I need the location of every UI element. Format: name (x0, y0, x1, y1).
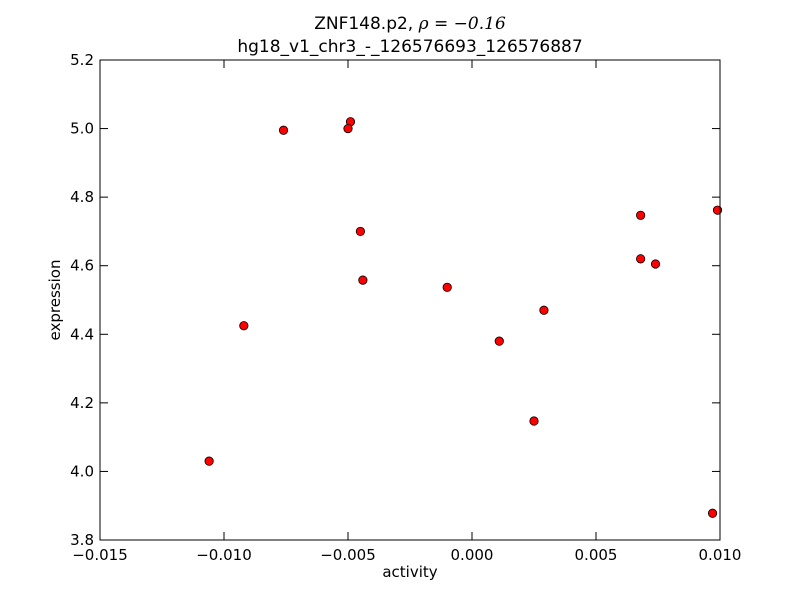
data-point (343, 123, 353, 134)
chart-title-prefix: ZNF148.p2, (314, 14, 418, 34)
x-axis-label: activity (382, 563, 437, 581)
data-points (204, 117, 723, 518)
data-point (358, 275, 368, 285)
x-tick-label: 0.005 (575, 546, 618, 564)
data-point (239, 321, 249, 331)
x-tick-label: 0.000 (451, 546, 494, 564)
data-point (529, 416, 539, 426)
data-point (204, 456, 214, 466)
y-tick-label: 3.8 (70, 531, 94, 549)
chart-title-line1: ZNF148.p2, ρ = −0.16 (314, 14, 506, 34)
x-tick-label: −0.010 (196, 546, 252, 564)
plot-frame (99, 59, 721, 541)
data-point (650, 259, 661, 269)
y-tick-label: 4.8 (70, 188, 94, 206)
chart-title-line2: hg18_v1_chr3_-_126576693_126576887 (237, 37, 582, 57)
y-tick-label: 4.4 (70, 325, 94, 343)
data-point (355, 226, 365, 237)
y-tick-label: 4.2 (70, 394, 94, 412)
axis-ticks: −0.015 −0.010 −0.005 0.000 0.005 0.010 3.8 4.0 4… (70, 51, 741, 564)
data-point (442, 282, 452, 292)
y-tick-label: 4.0 (70, 462, 94, 480)
x-tick-label: 0.010 (699, 546, 742, 564)
y-tick-label: 4.6 (70, 257, 94, 275)
data-point (539, 305, 549, 315)
data-point (636, 254, 646, 264)
y-tick-label: 5.0 (70, 120, 94, 138)
data-point (494, 336, 504, 346)
data-point (707, 508, 718, 518)
data-point (278, 125, 289, 135)
x-tick-label: −0.005 (320, 546, 376, 564)
chart-title-stat: ρ = −0.16 (418, 14, 506, 34)
y-tick-label: 5.2 (70, 51, 94, 69)
x-tick-label: −0.015 (72, 546, 128, 564)
data-point (636, 210, 646, 220)
y-axis-label: expression (46, 260, 64, 341)
